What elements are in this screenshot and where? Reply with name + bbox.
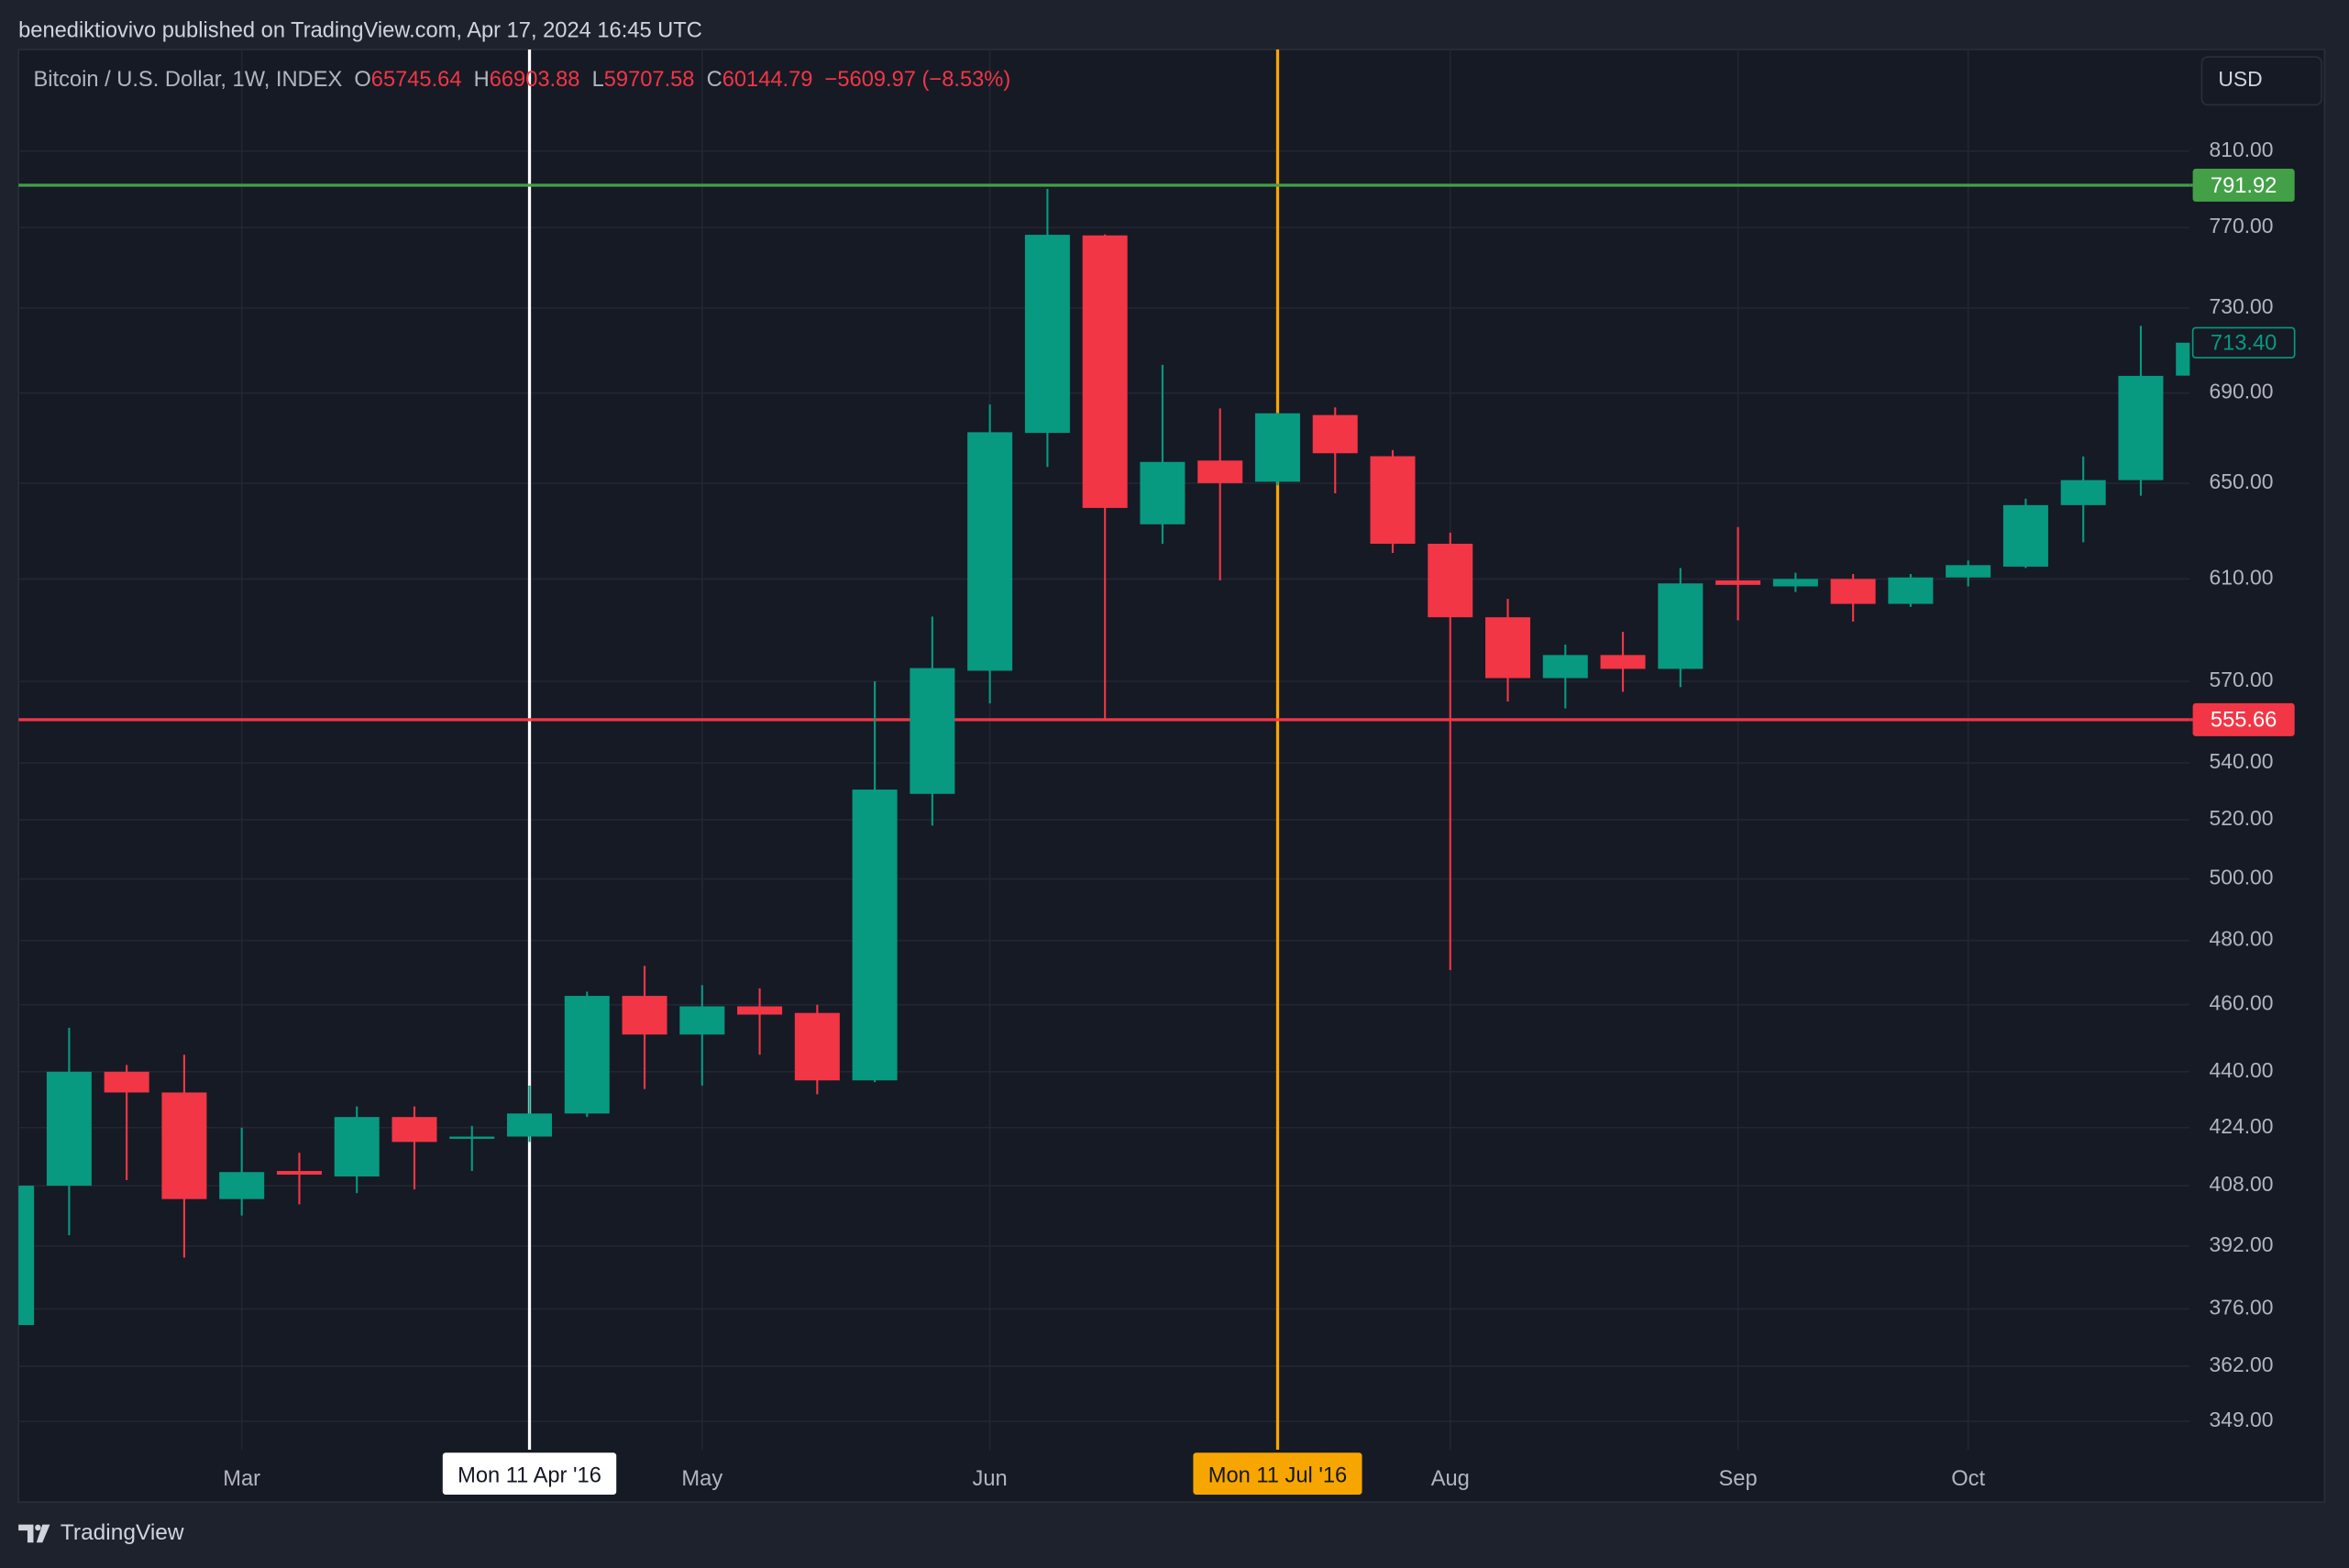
candle-body (1428, 543, 1473, 618)
candle-body (794, 1012, 840, 1081)
y-tick-label: 408.00 (2210, 1172, 2274, 1196)
y-tick-label: 460.00 (2210, 991, 2274, 1015)
price-label: 791.92 (2211, 174, 2277, 198)
candle-body (1140, 461, 1186, 525)
candle-body (334, 1117, 380, 1177)
candle-body (1600, 655, 1646, 669)
candle-body (2002, 504, 2048, 567)
x-tick-label: May (681, 1467, 722, 1491)
logo-dot (35, 1524, 41, 1531)
candle-body (1024, 235, 1070, 434)
candle-body (219, 1172, 265, 1199)
x-tick-label: Sep (1719, 1467, 1758, 1491)
candle-body (2060, 480, 2106, 505)
footer-brand: TradingView (61, 1520, 184, 1545)
candle-body (1888, 577, 1934, 604)
y-tick-label: 362.00 (2210, 1353, 2274, 1376)
y-tick-label: 349.00 (2210, 1408, 2274, 1431)
y-tick-label: 650.00 (2210, 469, 2274, 493)
x-tick-label: Mar (223, 1467, 260, 1491)
byline: benediktiovivo published on TradingView.… (18, 19, 702, 43)
candle-body (18, 1186, 35, 1326)
y-tick-label: 570.00 (2210, 668, 2274, 691)
candle-body (2118, 375, 2164, 480)
candle-body (1772, 579, 1818, 587)
candle-body (1312, 414, 1358, 454)
candle-body (507, 1113, 553, 1137)
legend: Bitcoin / U.S. Dollar, 1W, INDEX O65745.… (33, 68, 1010, 92)
candle-body (1830, 579, 1876, 604)
y-tick-label: 810.00 (2210, 138, 2274, 161)
x-tick-label: Aug (1431, 1467, 1470, 1491)
currency-label[interactable]: USD (2218, 67, 2262, 91)
currency-button[interactable] (2200, 56, 2322, 106)
logo-mark (18, 1524, 50, 1543)
axes: 810.00 770.00 730.00 690.00 650.00 610.00 570.… (223, 138, 2296, 1495)
last-price-label: 713.40 (2211, 332, 2277, 356)
o-value: 65745.64 (371, 68, 462, 92)
candle-body (1254, 413, 1300, 482)
grid (18, 49, 2190, 1450)
price-label: 555.66 (2211, 709, 2277, 733)
candle-body (46, 1071, 92, 1187)
y-tick-label: 500.00 (2210, 866, 2274, 889)
y-tick-label: 610.00 (2210, 565, 2274, 589)
crosshair-label: Mon 11 Apr '16 (458, 1464, 601, 1488)
candle-body (1946, 565, 1991, 578)
chart-panel (17, 49, 2326, 1503)
c-key: C (707, 68, 722, 92)
candle-body (622, 996, 667, 1035)
y-tick-label: 520.00 (2210, 806, 2274, 830)
y-tick-label: 392.00 (2210, 1232, 2274, 1256)
candle-body (1370, 456, 1416, 544)
tradingview-logo (18, 1524, 50, 1543)
y-tick-label: 770.00 (2210, 214, 2274, 237)
candle-body (1082, 235, 1128, 508)
candle-body (161, 1092, 207, 1199)
price-label-box (2192, 169, 2295, 202)
change: −5609.97 (−8.53%) (825, 68, 1011, 92)
x-tick-label: Jun (973, 1467, 1008, 1491)
candle-body (1715, 580, 1761, 585)
candle-body (679, 1006, 725, 1035)
c-value: 60144.79 (722, 68, 813, 92)
candle-body (1197, 460, 1243, 483)
h-key: H (474, 68, 490, 92)
price-label-box (2192, 702, 2295, 736)
x-tick-label: Oct (1951, 1467, 1985, 1491)
candle-body (104, 1071, 149, 1093)
candle-body (852, 790, 898, 1081)
y-tick-label: 424.00 (2210, 1114, 2274, 1138)
plot (18, 49, 2190, 1450)
y-tick-label: 440.00 (2210, 1058, 2274, 1082)
o-key: O (354, 68, 370, 92)
crosshair-label-box (1193, 1452, 1362, 1495)
last-price-box (2191, 326, 2296, 359)
candle-body (564, 996, 610, 1114)
candle-body (910, 668, 955, 794)
crosshair-label: Mon 11 Jul '16 (1208, 1464, 1347, 1488)
candle-body (449, 1136, 495, 1139)
candle-body (1542, 655, 1588, 679)
l-value: 59707.58 (604, 68, 695, 92)
y-tick-label: 376.00 (2210, 1295, 2274, 1319)
y-tick-label: 690.00 (2210, 380, 2274, 403)
candle-body (737, 1006, 783, 1015)
h-value: 66903.88 (490, 68, 580, 92)
y-tick-label: 730.00 (2210, 294, 2274, 318)
y-tick-label: 540.00 (2210, 749, 2274, 773)
crosshair-label-box (442, 1452, 617, 1495)
candle-body (392, 1117, 437, 1143)
candle-body (1658, 583, 1704, 669)
candle-body (1485, 617, 1531, 679)
l-key: L (592, 68, 604, 92)
candle-body (967, 432, 1013, 671)
y-tick-label: 480.00 (2210, 927, 2274, 951)
candle-body (2176, 342, 2190, 376)
symbol: Bitcoin / U.S. Dollar, 1W, INDEX (33, 68, 342, 92)
candle-body (276, 1171, 322, 1176)
